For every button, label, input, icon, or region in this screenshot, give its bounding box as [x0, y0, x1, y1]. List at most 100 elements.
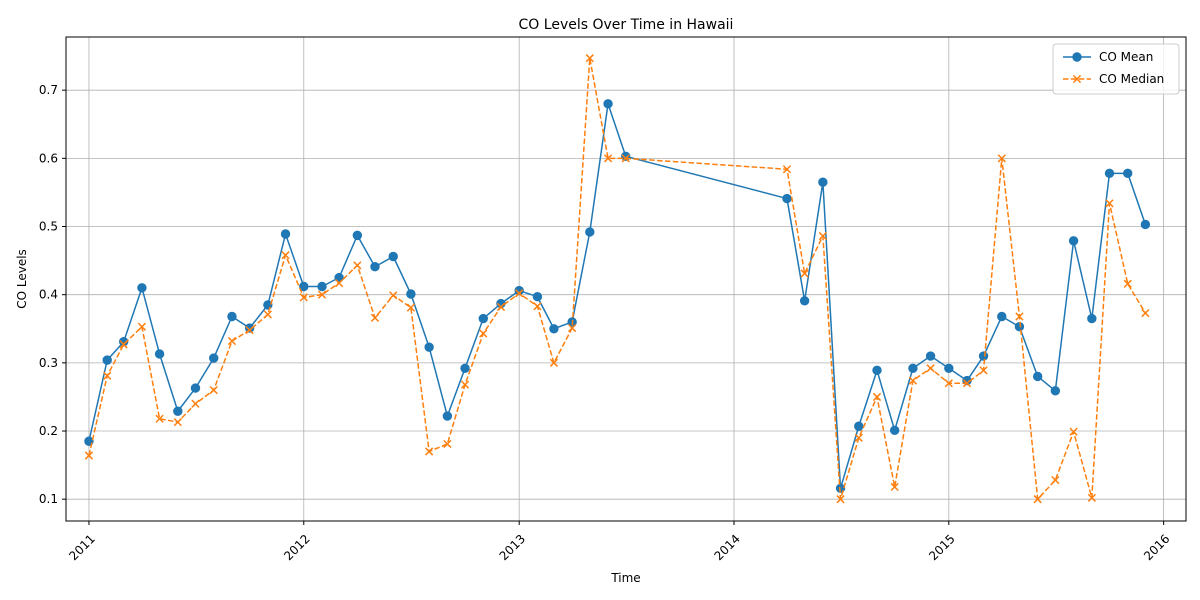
data-point-co-median — [119, 340, 128, 349]
plot-frame — [65, 36, 1187, 522]
data-point-co-median — [353, 261, 362, 270]
data-point-co-mean — [549, 324, 559, 334]
data-point-co-mean — [978, 351, 989, 361]
data-point-co-median — [962, 379, 972, 388]
data-point-co-median — [227, 336, 237, 346]
data-point-co-mean — [460, 363, 470, 374]
data-point-co-mean — [334, 272, 344, 283]
data-point-co-median — [800, 269, 809, 278]
data-point-co-median — [209, 385, 218, 395]
data-point-co-mean — [1050, 386, 1061, 396]
y-tick-label: 0.4 — [39, 288, 58, 302]
data-point-co-mean — [227, 311, 237, 322]
legend-marker — [1072, 74, 1082, 84]
data-point-co-median — [926, 364, 935, 373]
data-point-co-mean — [782, 193, 792, 204]
data-point-co-mean — [854, 421, 864, 431]
data-point-co-mean — [280, 229, 291, 239]
chart-title: CO Levels Over Time in Hawaii — [519, 17, 734, 33]
data-point-co-mean — [244, 323, 255, 333]
data-point-co-median — [155, 414, 164, 423]
data-point-co-mean — [352, 230, 363, 241]
series-layer — [84, 54, 1151, 504]
data-point-co-median — [443, 439, 452, 449]
data-point-co-mean — [532, 292, 543, 302]
data-point-co-median — [245, 325, 254, 335]
data-point-co-mean — [889, 425, 900, 436]
data-point-co-median — [389, 291, 398, 300]
data-point-co-median — [782, 165, 792, 174]
data-point-co-median — [406, 303, 416, 312]
data-point-co-median — [299, 293, 308, 302]
data-point-co-median — [890, 482, 899, 492]
data-point-co-median — [263, 310, 273, 319]
data-point-co-median — [621, 154, 630, 163]
series-line-co-mean — [88, 103, 1147, 490]
data-point-co-mean — [1104, 168, 1115, 179]
y-tick-label: 0.5 — [39, 220, 58, 234]
data-point-co-median — [460, 380, 470, 389]
data-point-co-mean — [1140, 219, 1151, 230]
x-axis-label: Time — [610, 571, 640, 585]
data-point-co-median — [533, 302, 542, 311]
data-point-co-median — [103, 371, 112, 380]
data-point-co-mean — [603, 99, 613, 109]
data-point-co-mean — [154, 349, 165, 359]
data-point-co-mean — [1087, 313, 1097, 324]
data-point-co-median — [1087, 493, 1096, 502]
data-point-co-mean — [944, 363, 954, 374]
data-point-co-median — [1069, 427, 1078, 436]
data-point-co-median — [854, 433, 863, 442]
data-point-co-mean — [478, 313, 488, 324]
data-point-co-median — [1141, 308, 1150, 318]
data-point-co-median — [137, 322, 147, 331]
legend-label: CO Median — [1099, 72, 1164, 86]
data-point-co-mean — [424, 342, 434, 352]
data-point-co-mean — [818, 177, 828, 187]
data-point-co-median — [979, 366, 988, 375]
data-point-co-median — [1015, 312, 1024, 321]
data-point-co-median — [370, 313, 380, 322]
legend: CO Mean CO Median — [1052, 43, 1180, 95]
data-point-co-mean — [872, 365, 882, 376]
data-point-co-mean — [908, 363, 918, 374]
y-tick-label: 0.2 — [39, 424, 58, 438]
data-point-co-mean — [997, 311, 1007, 322]
data-point-co-median — [568, 323, 577, 333]
data-point-co-mean — [370, 262, 380, 272]
data-point-co-mean — [514, 285, 524, 296]
data-point-co-mean — [190, 383, 201, 393]
legend-marker — [1072, 52, 1082, 62]
data-point-co-median — [173, 418, 182, 427]
data-point-co-median — [281, 251, 290, 260]
data-point-co-median — [84, 451, 94, 460]
grid — [66, 37, 1186, 521]
legend-entry-co-median: CO Median — [1063, 72, 1164, 86]
data-point-co-median — [334, 278, 344, 288]
data-point-co-median — [425, 447, 434, 456]
data-point-co-mean — [406, 289, 416, 299]
y-tick-label: 0.7 — [39, 83, 58, 97]
y-tick-label: 0.6 — [39, 151, 58, 165]
data-point-co-median — [515, 289, 524, 298]
data-point-co-median — [479, 329, 488, 338]
data-point-co-median — [997, 154, 1006, 163]
data-point-co-median — [818, 231, 827, 241]
data-point-co-median — [1051, 475, 1060, 485]
data-point-co-median — [908, 376, 918, 385]
data-point-co-median — [872, 392, 882, 402]
data-point-co-median — [1033, 495, 1042, 504]
data-point-co-mean — [1032, 371, 1043, 382]
data-point-co-median — [191, 399, 200, 408]
data-point-co-mean — [388, 251, 398, 262]
data-point-co-mean — [317, 281, 327, 292]
data-point-co-mean — [209, 353, 219, 363]
data-point-co-mean — [1123, 168, 1133, 179]
legend-entry-co-mean: CO Mean — [1063, 50, 1153, 64]
series-line-co-median — [88, 57, 1147, 500]
data-point-co-median — [944, 379, 953, 388]
y-axis-label: CO Levels — [15, 249, 29, 309]
legend-label: CO Mean — [1099, 50, 1153, 64]
data-point-co-median — [317, 290, 327, 299]
